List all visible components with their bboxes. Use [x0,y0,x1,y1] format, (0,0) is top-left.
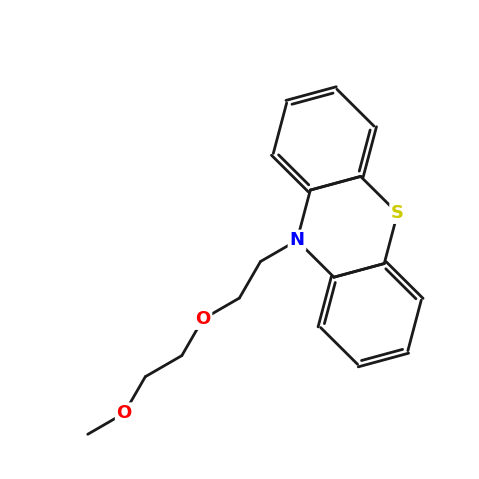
Text: N: N [289,231,305,250]
Text: O: O [195,310,210,328]
Text: O: O [116,404,132,422]
Text: S: S [391,204,404,222]
